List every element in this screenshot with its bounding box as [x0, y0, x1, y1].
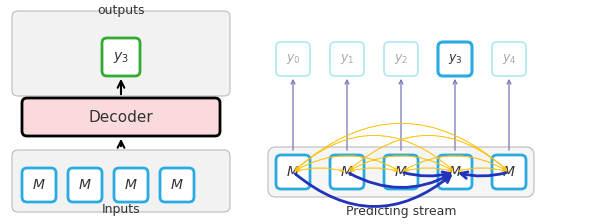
FancyBboxPatch shape [438, 155, 472, 189]
FancyBboxPatch shape [268, 147, 534, 197]
Text: Inputs: Inputs [101, 203, 140, 216]
Text: $y_2$: $y_2$ [394, 52, 408, 66]
Text: $M$: $M$ [286, 165, 300, 179]
FancyBboxPatch shape [330, 42, 364, 76]
FancyBboxPatch shape [384, 42, 418, 76]
FancyBboxPatch shape [276, 155, 310, 189]
FancyBboxPatch shape [160, 168, 194, 202]
Text: $M$: $M$ [448, 165, 462, 179]
Text: Decoder: Decoder [89, 110, 154, 125]
Text: $y_0$: $y_0$ [286, 52, 301, 66]
FancyBboxPatch shape [68, 168, 102, 202]
FancyBboxPatch shape [12, 11, 230, 96]
FancyBboxPatch shape [22, 168, 56, 202]
FancyBboxPatch shape [330, 155, 364, 189]
Text: $M$: $M$ [78, 178, 92, 192]
FancyBboxPatch shape [492, 42, 526, 76]
FancyBboxPatch shape [384, 155, 418, 189]
Text: $M$: $M$ [124, 178, 138, 192]
Text: $M$: $M$ [170, 178, 184, 192]
FancyBboxPatch shape [22, 98, 220, 136]
Text: $M$: $M$ [340, 165, 354, 179]
Text: $y_4$: $y_4$ [502, 52, 517, 66]
FancyBboxPatch shape [102, 38, 140, 76]
FancyBboxPatch shape [438, 42, 472, 76]
Text: $M$: $M$ [502, 165, 516, 179]
FancyBboxPatch shape [276, 42, 310, 76]
FancyBboxPatch shape [114, 168, 148, 202]
Text: $M$: $M$ [32, 178, 46, 192]
FancyBboxPatch shape [12, 150, 230, 212]
Text: $y_1$: $y_1$ [340, 52, 354, 66]
Text: $y_3$: $y_3$ [113, 50, 129, 65]
Text: $y_3$: $y_3$ [448, 52, 462, 66]
FancyBboxPatch shape [492, 155, 526, 189]
Text: Predicting stream: Predicting stream [346, 205, 456, 218]
Text: $M$: $M$ [394, 165, 408, 179]
Text: outputs: outputs [97, 4, 145, 17]
